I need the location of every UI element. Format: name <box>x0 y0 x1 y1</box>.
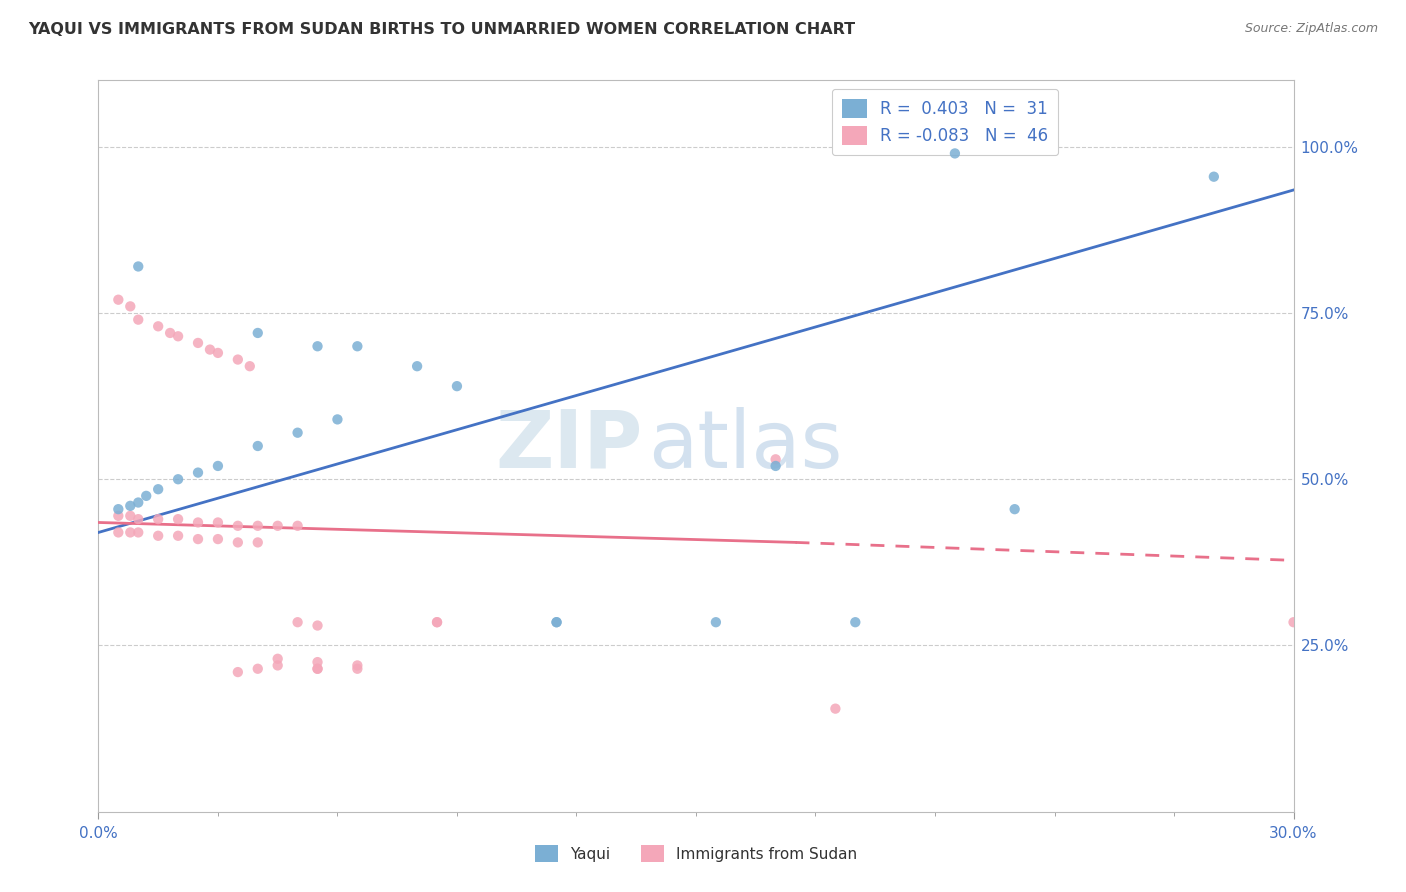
Text: Source: ZipAtlas.com: Source: ZipAtlas.com <box>1244 22 1378 36</box>
Point <box>546 615 568 630</box>
Point <box>267 518 290 533</box>
Point <box>207 458 229 473</box>
Point <box>765 458 787 473</box>
Point <box>943 146 966 161</box>
Point <box>187 532 209 546</box>
Point <box>198 343 221 357</box>
Point <box>267 658 290 673</box>
Point <box>159 326 181 340</box>
Point <box>226 518 249 533</box>
Point <box>207 516 229 530</box>
Point <box>307 618 329 632</box>
Point <box>207 532 229 546</box>
Point <box>1202 169 1225 184</box>
Point <box>107 525 129 540</box>
Point <box>1282 615 1305 630</box>
Point <box>107 508 129 523</box>
Point <box>287 615 309 630</box>
Point <box>167 329 190 343</box>
Point <box>167 472 190 486</box>
Point <box>406 359 429 374</box>
Point <box>135 489 157 503</box>
Point <box>120 499 142 513</box>
Point <box>446 379 468 393</box>
Point <box>226 352 249 367</box>
Point <box>246 662 269 676</box>
Point <box>307 662 329 676</box>
Point <box>127 512 149 526</box>
Point <box>148 512 170 526</box>
Point <box>307 662 329 676</box>
Point <box>127 495 149 509</box>
Text: atlas: atlas <box>648 407 842 485</box>
Point <box>326 412 349 426</box>
Point <box>426 615 449 630</box>
Point <box>246 518 269 533</box>
Point <box>246 439 269 453</box>
Point <box>546 615 568 630</box>
Point <box>267 652 290 666</box>
Point <box>226 535 249 549</box>
Point <box>346 662 368 676</box>
Point <box>127 260 149 274</box>
Point <box>167 512 190 526</box>
Point <box>346 339 368 353</box>
Point <box>187 466 209 480</box>
Point <box>239 359 262 374</box>
Point <box>120 508 142 523</box>
Point <box>107 502 129 516</box>
Point <box>187 516 209 530</box>
Point <box>148 529 170 543</box>
Point <box>824 701 846 715</box>
Point <box>346 658 368 673</box>
Point <box>1004 502 1026 516</box>
Point <box>765 452 787 467</box>
Point <box>107 293 129 307</box>
Text: YAQUI VS IMMIGRANTS FROM SUDAN BIRTHS TO UNMARRIED WOMEN CORRELATION CHART: YAQUI VS IMMIGRANTS FROM SUDAN BIRTHS TO… <box>28 22 855 37</box>
Point <box>148 319 170 334</box>
Point <box>426 615 449 630</box>
Point <box>120 299 142 313</box>
Point <box>287 518 309 533</box>
Point <box>246 326 269 340</box>
Point <box>148 482 170 496</box>
Point <box>127 312 149 326</box>
Point <box>226 665 249 679</box>
Point <box>246 535 269 549</box>
Point <box>207 346 229 360</box>
Point <box>120 525 142 540</box>
Point <box>704 615 727 630</box>
Point <box>307 339 329 353</box>
Point <box>127 525 149 540</box>
Text: ZIP: ZIP <box>495 407 643 485</box>
Point <box>287 425 309 440</box>
Point <box>187 335 209 350</box>
Point <box>167 529 190 543</box>
Legend: Yaqui, Immigrants from Sudan: Yaqui, Immigrants from Sudan <box>527 837 865 870</box>
Point <box>844 615 866 630</box>
Point <box>307 655 329 669</box>
